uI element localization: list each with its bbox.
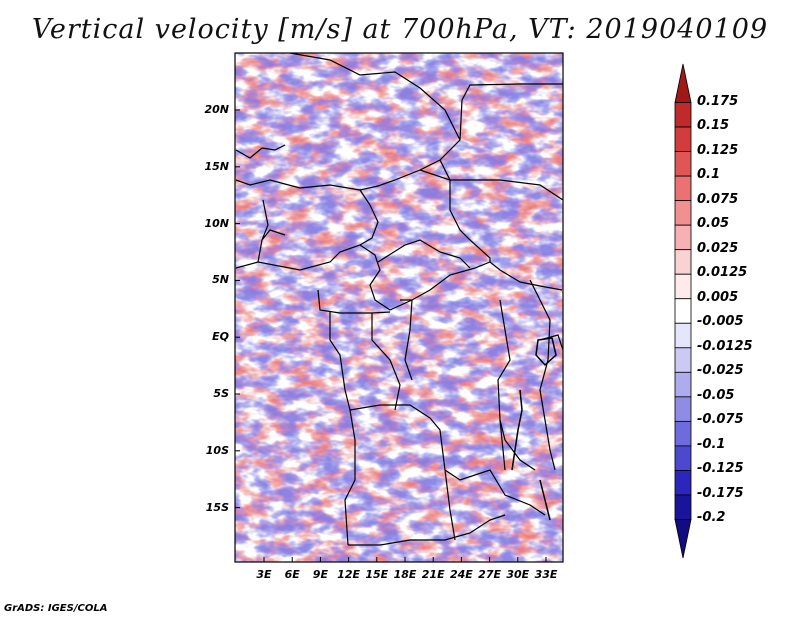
lon-tick-marks [263,557,547,562]
lat-label: 5S [213,387,229,400]
colorbar-segment [674,273,692,300]
lat-label: EQ [212,330,229,344]
colorbar-segment [674,298,692,324]
lat-label: 20N [204,103,229,116]
country-borders [235,53,563,546]
colorbar-label: -0.075 [697,412,744,428]
colorbar-label: -0.1 [697,436,726,452]
lon-label: 3E [256,568,272,581]
lon-label: 18E [393,568,417,581]
colorbar-label: -0.05 [697,387,735,403]
lat-label: 10S [205,443,229,457]
colorbar-segment [674,347,692,373]
colorbar-segment [674,322,692,349]
colorbar-segment [674,224,692,251]
colorbar [674,63,692,559]
lon-label: 24E [449,568,473,581]
colorbar-label: -0.005 [697,314,744,330]
colorbar-label: -0.2 [697,510,726,526]
colorbar-bottom-arrow [674,519,692,559]
velocity-field [235,53,563,562]
colorbar-label: 0.125 [697,142,739,158]
lon-label: 21E [421,568,445,581]
colorbar-segment [674,494,692,520]
lon-label: 6E [284,568,300,581]
colorbar-segment [674,420,692,447]
colorbar-top-arrow [674,63,692,103]
lon-label: 27E [478,568,501,581]
lake-malawi [539,479,551,521]
colorbar-label: 0.075 [697,191,739,207]
colorbar-label: -0.175 [697,485,744,501]
lat-tick-marks [235,109,240,509]
chart-title: Vertical velocity [m/s] at 700hPa, VT: 2… [31,14,769,45]
colorbar-segment [674,249,692,275]
colorbar-segment [674,371,692,398]
colorbar-label: -0.125 [697,461,744,477]
lake-victoria [535,337,557,367]
colorbar-label: 0.175 [697,93,739,109]
colorbar-label: 0.005 [697,289,739,305]
colorbar-segment [674,126,692,152]
lon-label: 9E [312,568,328,581]
colorbar-label: 0.1 [697,167,721,183]
colorbar-label: 0.0125 [697,265,748,281]
colorbar-segment [674,445,692,471]
lakes [511,337,557,521]
colorbar-label: -0.025 [697,363,744,379]
lat-label: 5N [212,273,229,287]
colorbar-segment [674,396,692,422]
lon-label: 15E [365,568,389,581]
colorbar-label: -0.0125 [697,338,753,354]
lake-tanganyika [511,389,523,471]
lat-label: 15N [204,159,229,173]
colorbar-segment [674,151,692,177]
lon-label: 33E [534,568,558,581]
lon-label: 12E [337,568,360,581]
map-frame [234,52,564,563]
colorbar-label: 0.05 [697,216,730,232]
lat-label: 15S [205,500,229,514]
lon-label: 30E [506,568,530,581]
lat-label: 10N [204,216,229,230]
colorbar-label: 0.025 [697,240,739,256]
colorbar-label: 0.15 [697,118,730,134]
colorbar-segment [674,470,692,496]
colorbar-segment [674,175,692,202]
colorbar-segment [674,102,692,128]
grads-credit: GrADS: IGES/COLA [4,603,108,614]
map-panel [234,52,564,563]
colorbar-segment [674,200,692,226]
